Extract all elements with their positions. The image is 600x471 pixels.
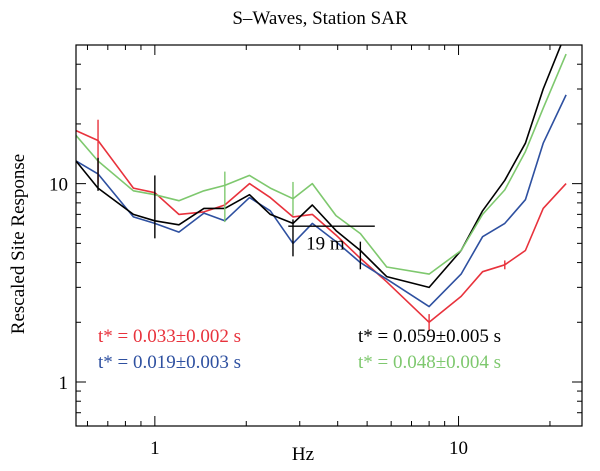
series-line-4 xyxy=(76,53,567,275)
x-tick-label: 1 xyxy=(150,438,160,459)
y-tick-label: 10 xyxy=(49,175,68,196)
chart-title: S–Waves, Station SAR xyxy=(232,8,408,29)
plot-area xyxy=(76,45,567,332)
t-star-label: t* = 0.059±0.005 s xyxy=(358,326,501,347)
series-line-1 xyxy=(76,129,567,324)
x-tick-label: 10 xyxy=(449,438,468,459)
x-axis-label: Hz xyxy=(292,444,314,465)
series-line-3 xyxy=(76,45,562,289)
y-tick-label: 1 xyxy=(59,373,69,394)
t-star-label: t* = 0.048±0.004 s xyxy=(358,352,501,373)
annotation-label: 19 m xyxy=(306,234,345,255)
plot-frame xyxy=(75,44,583,427)
y-axis-label: Rescaled Site Response xyxy=(8,154,29,334)
series-line-2 xyxy=(76,94,567,308)
axis-ticks: 1 10 1 10 xyxy=(49,44,582,459)
t-star-label: t* = 0.033±0.002 s xyxy=(98,326,241,347)
t-star-label: t* = 0.019±0.003 s xyxy=(98,352,241,373)
